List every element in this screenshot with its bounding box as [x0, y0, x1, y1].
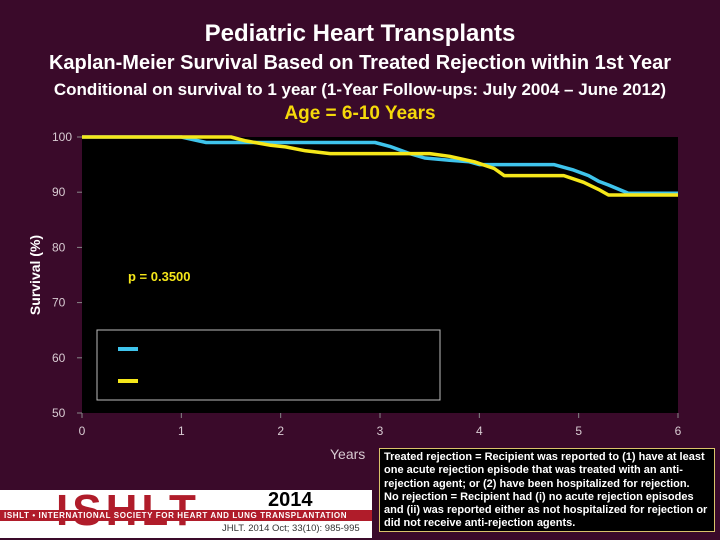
y-tick-label: 70 — [52, 296, 66, 310]
x-ticks: 0 1 2 3 4 5 6 — [79, 413, 682, 438]
x-tick-label: 5 — [575, 424, 582, 438]
note-treated-definition: Treated rejection = Recipient was report… — [384, 451, 705, 490]
y-ticks: 50 60 70 80 90 100 — [52, 130, 82, 420]
x-tick-label: 4 — [476, 424, 483, 438]
x-axis-label: Years — [330, 446, 366, 462]
subtitle: Kaplan-Meier Survival Based on Treated R… — [48, 52, 672, 74]
x-tick-label: 2 — [277, 424, 284, 438]
logo-bar — [0, 510, 372, 521]
main-title: Pediatric Heart Transplants — [204, 20, 516, 47]
ishlt-logo: ISHLT ISHLT • INTERNATIONAL SOCIETY FOR … — [0, 490, 372, 538]
y-tick-label: 50 — [52, 406, 66, 420]
logo-word: ISHLT — [56, 490, 200, 535]
x-tick-label: 3 — [377, 424, 384, 438]
logo-subtitle: ISHLT • INTERNATIONAL SOCIETY FOR HEART … — [4, 511, 348, 520]
y-tick-label: 80 — [52, 240, 66, 254]
y-tick-label: 100 — [52, 130, 72, 144]
report-year: 2014 — [268, 490, 313, 511]
series-lines — [82, 135, 678, 197]
chart-title: Age = 6-10 Years — [284, 103, 436, 124]
note-no-rejection-definition: No rejection = Recipient had (i) no acut… — [384, 490, 708, 530]
condition-subtitle: Conditional on survival to 1 year (1-Yea… — [53, 80, 667, 99]
series-line-2 — [82, 135, 678, 197]
citation: JHLT. 2014 Oct; 33(10): 985-995 — [222, 523, 360, 534]
x-tick-label: 6 — [675, 424, 682, 438]
y-tick-label: 60 — [52, 351, 66, 365]
definition-note: Treated rejection = Recipient was report… — [379, 448, 715, 532]
x-tick-label: 0 — [79, 424, 86, 438]
y-tick-label: 90 — [52, 185, 66, 199]
legend-box — [96, 329, 441, 401]
p-value-annotation: p = 0.3500 — [128, 269, 191, 284]
x-tick-label: 1 — [178, 424, 185, 438]
